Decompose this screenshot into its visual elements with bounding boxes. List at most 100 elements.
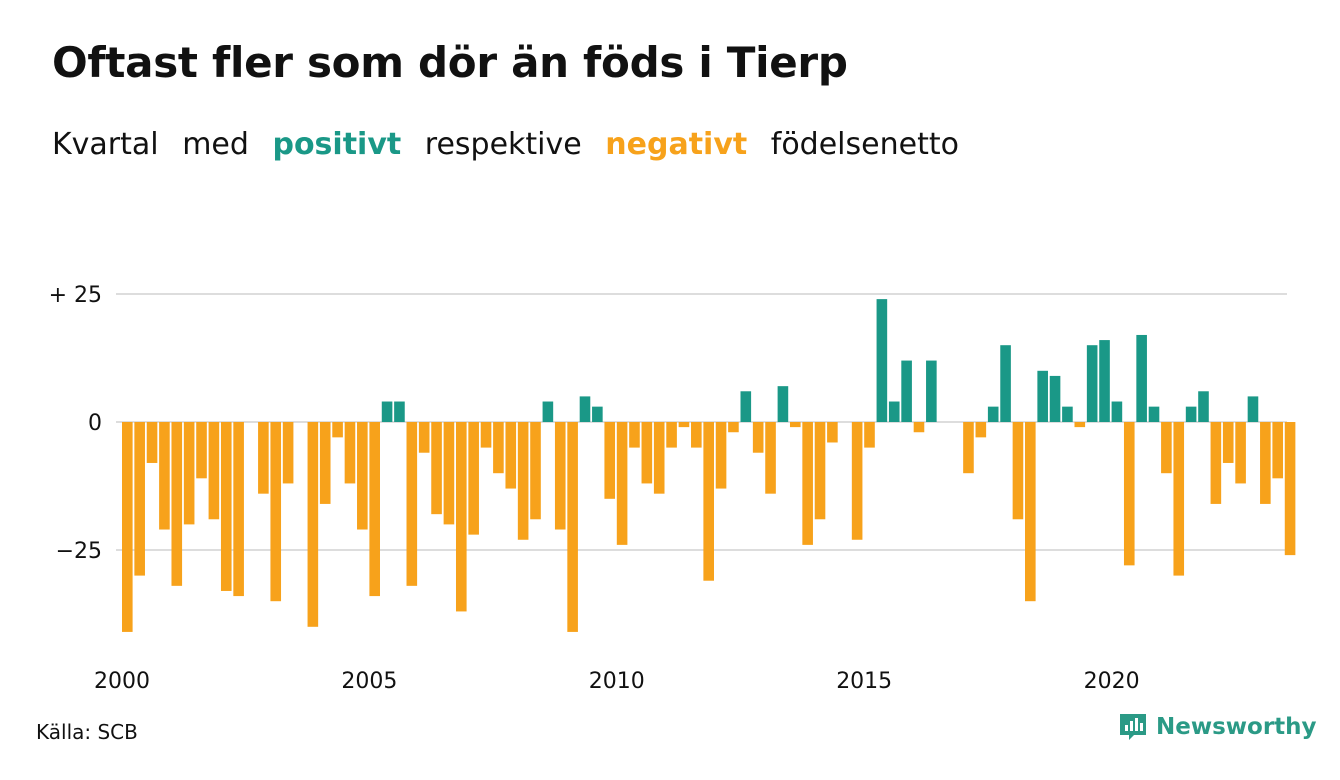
bar xyxy=(480,422,492,448)
bar xyxy=(653,422,665,494)
bar xyxy=(666,422,677,448)
x-tick-label: 2020 xyxy=(1084,669,1140,694)
y-tick-label: 0 xyxy=(88,411,102,436)
subtitle-negative-label: negativt xyxy=(605,127,748,162)
bar xyxy=(431,422,442,515)
bar xyxy=(728,422,739,433)
bar xyxy=(1136,334,1147,422)
bar xyxy=(963,422,974,474)
bar xyxy=(789,422,801,428)
x-tick-label: 2015 xyxy=(836,669,892,694)
bar xyxy=(357,422,368,530)
y-tick-label: + 25 xyxy=(49,283,102,308)
bar xyxy=(987,406,999,422)
y-tick-label: −25 xyxy=(56,539,102,564)
bar xyxy=(814,422,826,520)
bar xyxy=(1235,422,1246,484)
bar xyxy=(1012,422,1024,520)
x-tick-label: 2005 xyxy=(341,669,397,694)
bar xyxy=(1086,345,1098,422)
bar xyxy=(196,422,207,479)
bar xyxy=(752,422,764,453)
bar xyxy=(183,422,195,525)
subtitle-word: respektive xyxy=(424,127,582,162)
bar xyxy=(1284,422,1296,556)
bar xyxy=(567,422,578,632)
x-tick-label: 2010 xyxy=(589,669,645,694)
bar xyxy=(1161,422,1172,474)
bar xyxy=(554,422,566,530)
bar xyxy=(1185,406,1197,422)
bar xyxy=(344,422,356,484)
bar xyxy=(282,422,294,484)
bar xyxy=(369,422,380,597)
bar xyxy=(864,422,875,448)
bar xyxy=(270,422,282,602)
bar xyxy=(1049,375,1061,422)
subtitle-word: med xyxy=(182,127,249,162)
bar xyxy=(122,422,133,632)
chart-subtitle: Kvartal med positivt respektive negativt… xyxy=(52,127,973,162)
bar xyxy=(381,401,393,422)
bar xyxy=(1074,422,1086,428)
bar xyxy=(1222,422,1234,463)
subtitle-positive-label: positivt xyxy=(272,127,402,162)
bar xyxy=(1037,370,1048,422)
bar xyxy=(134,422,145,576)
bar xyxy=(678,422,690,428)
bar xyxy=(851,422,863,540)
bar xyxy=(443,422,455,525)
bar xyxy=(616,422,628,545)
bar xyxy=(1148,406,1160,422)
bar xyxy=(319,422,331,504)
bar xyxy=(827,422,838,443)
bar xyxy=(220,422,232,591)
bar xyxy=(1260,422,1271,504)
bar xyxy=(307,422,319,627)
bar xyxy=(629,422,640,448)
bar xyxy=(159,422,170,530)
bar xyxy=(1210,422,1222,504)
bar xyxy=(1247,396,1259,422)
bar xyxy=(641,422,653,484)
bar xyxy=(901,360,912,422)
bar xyxy=(542,401,554,422)
bar xyxy=(888,401,900,422)
bar xyxy=(1025,422,1036,602)
x-tick-label: 2000 xyxy=(94,669,150,694)
bar xyxy=(691,422,702,448)
bar xyxy=(493,422,504,474)
bar xyxy=(468,422,479,535)
bar xyxy=(517,422,529,540)
bar xyxy=(1123,422,1135,566)
bar xyxy=(1173,422,1185,576)
bar xyxy=(802,422,813,545)
bar xyxy=(975,422,987,438)
bar xyxy=(604,422,616,499)
bar xyxy=(1111,401,1123,422)
brand-name: Newsworthy xyxy=(1156,714,1317,740)
bar xyxy=(740,391,752,422)
bar xyxy=(1000,345,1011,422)
bar xyxy=(1099,340,1110,422)
bar xyxy=(592,406,603,422)
bar xyxy=(418,422,430,453)
bar xyxy=(332,422,343,438)
bar xyxy=(530,422,541,520)
bar xyxy=(913,422,925,433)
source-note: Källa: SCB xyxy=(36,720,138,744)
bar xyxy=(579,396,591,422)
bar xyxy=(171,422,183,586)
bar xyxy=(406,422,418,586)
brand-logo: Newsworthy xyxy=(1118,712,1317,742)
bar xyxy=(1198,391,1209,422)
bar xyxy=(146,422,158,463)
bar xyxy=(455,422,467,612)
newsworthy-logo-icon xyxy=(1120,714,1146,740)
chart-title: Oftast fler som dör än föds i Tierp xyxy=(52,38,848,87)
bar xyxy=(777,386,789,422)
bar xyxy=(1272,422,1284,479)
bar xyxy=(876,299,888,422)
bar xyxy=(703,422,714,581)
bar xyxy=(258,422,269,494)
